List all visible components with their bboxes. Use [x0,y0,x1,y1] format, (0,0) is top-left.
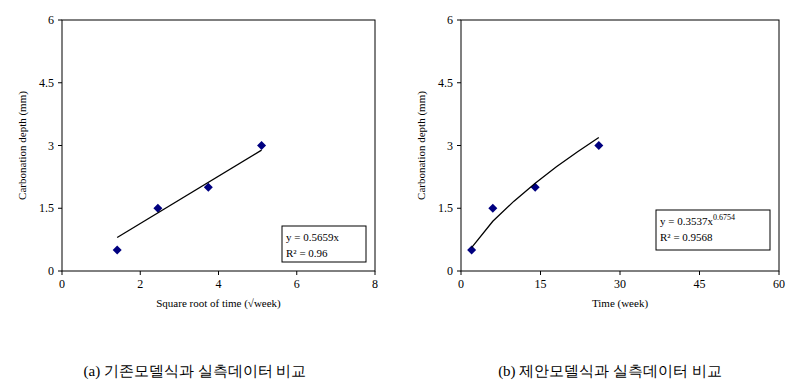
x-tick [296,271,297,275]
data-point [531,183,540,192]
x-tick [375,271,376,275]
x-tick-label: 4 [216,277,222,291]
plot-frame [461,20,779,271]
annotation: y = 0.5659x [286,231,339,243]
annotation: y = 0.3537x0.6754 [660,213,735,227]
x-tick-label: 2 [137,277,143,291]
y-tick [58,145,62,146]
y-tick-label: 1.5 [39,201,54,215]
data-point [113,246,122,255]
annotation: R² = 0.9568 [660,231,713,243]
y-tick [58,208,62,209]
x-tick [779,271,780,275]
y-tick-label: 4.5 [39,76,54,90]
y-tick-label: 1.5 [438,201,453,215]
trend-line [117,150,261,237]
chart: 0 2 4 6 8 0 1.5 3 4.5 6 Square root of time (√week… [16,13,378,380]
y-tick [457,145,461,146]
y-tick-label: 6 [48,13,54,27]
y-tick [457,20,461,21]
chart: 0 15 30 45 60 0 1.5 3 4.5 6 Time (week) Carbonation… [415,13,785,380]
plot-frame [62,20,375,271]
x-tick [540,271,541,275]
y-tick [457,271,461,272]
x-tick [218,271,219,275]
plot-data [113,141,266,255]
x-tick-label: 30 [614,277,626,291]
y-tick [58,20,62,21]
figure: 0 2 4 6 8 0 1.5 3 4.5 6 Square root of time (√week… [0,0,786,390]
data-point [488,204,497,213]
x-axis-label: Square root of time (√week) [156,297,281,310]
annotation-box [656,210,770,250]
y-tick-label: 4.5 [438,76,453,90]
x-axis-label: Time (week) [592,297,648,310]
trend-line [472,138,599,248]
x-tick-label: 15 [535,277,547,291]
caption: (b) 제안모델식과 실측데이터 비교 [498,363,722,380]
y-tick [457,208,461,209]
x-tick-label: 0 [458,277,464,291]
y-tick-label: 0 [48,264,54,278]
caption: (a) 기존모델식과 실측데이터 비교 [84,363,307,380]
x-tick [461,271,462,275]
data-point [257,141,266,150]
x-tick [140,271,141,275]
y-tick [457,82,461,83]
x-tick-label: 6 [294,277,300,291]
x-tick [62,271,63,275]
data-point [594,141,603,150]
y-tick-label: 6 [447,13,453,27]
y-tick-label: 3 [48,139,54,153]
y-tick-label: 0 [447,264,453,278]
x-tick-label: 8 [372,277,378,291]
x-tick-label: 0 [59,277,65,291]
annotation: R² = 0.96 [286,247,328,259]
y-tick-label: 3 [447,139,453,153]
x-tick-label: 60 [773,277,785,291]
plot-data [467,138,603,255]
x-tick-label: 45 [694,277,706,291]
y-axis-label: Carbonation depth (mm) [16,91,29,200]
x-tick [699,271,700,275]
y-tick [58,271,62,272]
y-axis-label: Carbonation depth (mm) [415,91,428,200]
x-tick [620,271,621,275]
y-tick [58,82,62,83]
annotation-box [282,226,366,262]
